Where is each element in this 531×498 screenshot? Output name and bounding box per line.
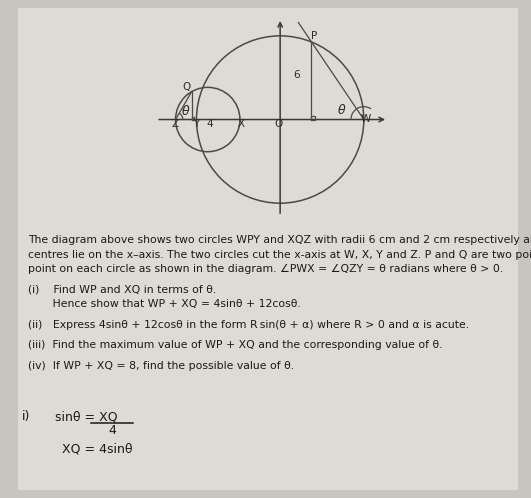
Text: P: P: [311, 31, 317, 41]
Text: Hence show that WP + XQ = 4sinθ + 12cosθ.: Hence show that WP + XQ = 4sinθ + 12cosθ…: [28, 299, 301, 309]
FancyBboxPatch shape: [18, 8, 518, 490]
Text: sinθ = XQ: sinθ = XQ: [55, 410, 118, 423]
Bar: [192, 117, 194, 120]
Text: centres lie on the x–axis. The two circles cut the x-axis at W, X, Y and Z. P an: centres lie on the x–axis. The two circl…: [28, 249, 531, 259]
Text: XQ = 4sinθ: XQ = 4sinθ: [62, 442, 133, 455]
Text: point on each circle as shown in the diagram. ∠PWX = ∠QZY = θ radians where θ > : point on each circle as shown in the dia…: [28, 264, 503, 274]
Text: (ii)   Express 4sinθ + 12cosθ in the form R sin(θ + α) where R > 0 and α is acut: (ii) Express 4sinθ + 12cosθ in the form …: [28, 320, 469, 330]
Text: W: W: [361, 114, 371, 124]
Text: $\theta$: $\theta$: [337, 104, 347, 118]
Text: O: O: [275, 119, 282, 129]
Text: $\theta$: $\theta$: [181, 104, 190, 118]
Text: (i)    Find WP and XQ in terms of θ.: (i) Find WP and XQ in terms of θ.: [28, 284, 216, 294]
Text: i): i): [22, 410, 30, 423]
Text: (iv)  If WP + XQ = 8, find the possible value of θ.: (iv) If WP + XQ = 8, find the possible v…: [28, 361, 294, 371]
Text: The diagram above shows two circles WPY and XQZ with radii 6 cm and 2 cm respect: The diagram above shows two circles WPY …: [28, 235, 531, 245]
Text: Q: Q: [183, 82, 191, 92]
Text: Y: Y: [193, 119, 199, 129]
Text: 4: 4: [207, 119, 213, 129]
Text: Z: Z: [172, 119, 179, 129]
Text: 6: 6: [293, 70, 300, 80]
Text: (iii)  Find the maximum value of WP + XQ and the corresponding value of θ.: (iii) Find the maximum value of WP + XQ …: [28, 340, 442, 350]
Text: 4: 4: [108, 424, 116, 437]
Bar: [312, 116, 315, 120]
Text: X: X: [238, 119, 245, 129]
